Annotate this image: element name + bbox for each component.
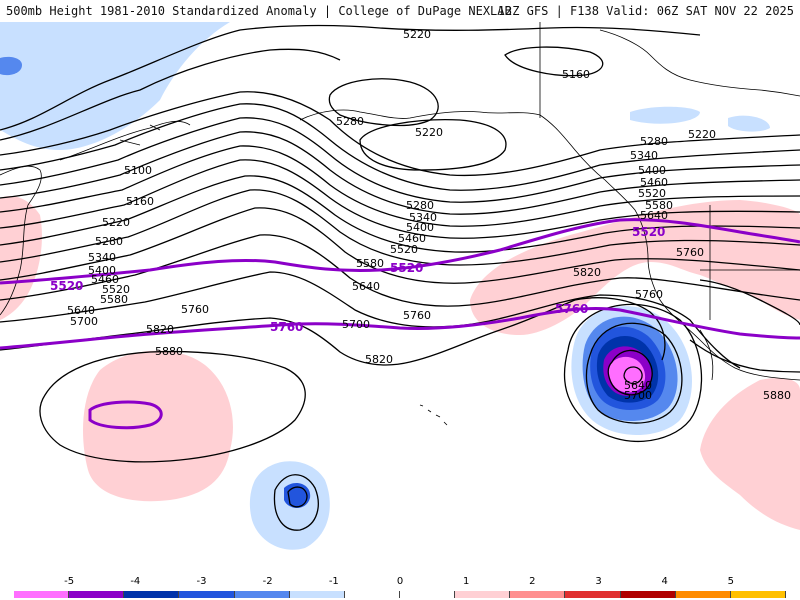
colorbar-segment [620, 591, 676, 598]
climo-label: 5760 [270, 320, 303, 334]
contour-label: 5700 [70, 315, 98, 328]
contour-label: 5880 [763, 389, 791, 402]
contour-label: 5220 [403, 28, 431, 41]
contour-label: 5220 [688, 128, 716, 141]
colorbar-segment [565, 591, 621, 598]
model-run-info: 12Z GFS | F138 Valid: 06Z SAT NOV 22 202… [497, 4, 794, 18]
contour-label: 5280 [336, 115, 364, 128]
contour-label: 5640 [624, 379, 652, 392]
positive-anomaly-region [470, 200, 800, 335]
contour-label: 5280 [640, 135, 668, 148]
colorbar-tick-label: -4 [130, 576, 141, 587]
anomaly-map: 5220 5160 5280 5220 5100 5160 5220 5280 … [0, 22, 800, 576]
contour-label: 5820 [573, 266, 601, 279]
climo-label: 5520 [390, 261, 423, 275]
colorbar-tick-label: 1 [462, 576, 470, 587]
contour-label: 5340 [88, 251, 116, 264]
map-title: 500mb Height 1981-2010 Standardized Anom… [6, 4, 512, 18]
contour-label: 5340 [409, 211, 437, 224]
contour-label: 5760 [403, 309, 431, 322]
contour-label: 5280 [406, 199, 434, 212]
colorbar-segment [344, 591, 400, 598]
contour-label: 5160 [126, 195, 154, 208]
positive-anomaly-region [700, 378, 800, 530]
colorbar-tick-label: -3 [196, 576, 207, 587]
colorbar-segment [400, 591, 456, 598]
contour-label: 5700 [624, 389, 652, 402]
colorbar-segment [675, 591, 731, 598]
colorbar-segment [455, 591, 511, 598]
contour-label: 5520 [638, 187, 666, 200]
contour-label: 5640 [352, 280, 380, 293]
contour-label: 5580 [356, 257, 384, 270]
map-header: 500mb Height 1981-2010 Standardized Anom… [0, 0, 800, 22]
contour-label: 5520 [102, 283, 130, 296]
climo-label: 5760 [555, 302, 588, 316]
contour-label: 5160 [562, 68, 590, 81]
map-canvas: 5220 5160 5280 5220 5100 5160 5220 5280 … [0, 22, 800, 550]
colorbar-tick-label: -1 [328, 576, 339, 587]
contour-label: 5640 [67, 304, 95, 317]
climatology-contours [0, 218, 800, 350]
colorbar-segment [289, 591, 345, 598]
positive-anomaly-region [83, 350, 233, 502]
contour-label: 5700 [342, 318, 370, 331]
contour-label: 5400 [638, 164, 666, 177]
contour-label: 5820 [365, 353, 393, 366]
positive-anomaly-region [0, 195, 42, 320]
colorbar-tick-label: 4 [661, 576, 668, 587]
contour-label: 5220 [102, 216, 130, 229]
contour-label: 5820 [146, 323, 174, 336]
contour-label: 5640 [640, 209, 668, 222]
contour-label: 5100 [124, 164, 152, 177]
contour-label: 5460 [398, 232, 426, 245]
contour-label: 5520 [390, 243, 418, 256]
contour-label: 5340 [630, 149, 658, 162]
contour-label: 5400 [88, 264, 116, 277]
contour-label: 5760 [676, 246, 704, 259]
colorbar-segment [124, 591, 180, 598]
anomaly-shading [0, 22, 800, 550]
contour-label: 5280 [95, 235, 123, 248]
colorbar-segment [510, 591, 566, 598]
colorbar-tick-label: 2 [529, 576, 536, 587]
colorbar-tick-label: 3 [595, 576, 602, 587]
deep-low-anomaly [571, 306, 692, 435]
contour-label: 5760 [635, 288, 663, 301]
contour-label: 5460 [91, 273, 119, 286]
contour-label: 5460 [640, 176, 668, 189]
contour-label: 5400 [406, 221, 434, 234]
contour-label: 5880 [155, 345, 183, 358]
colorbar-tick-label: -2 [262, 576, 273, 587]
colorbar-tick-label: 5 [727, 576, 735, 587]
height-contours [0, 24, 800, 531]
colorbar-tick-label: 0 [396, 576, 404, 587]
colorbar-segment [234, 591, 290, 598]
height-contour-labels: 5220 5160 5280 5220 5100 5160 5220 5280 … [67, 28, 791, 402]
contour-label: 5220 [415, 126, 443, 139]
climo-label: 5520 [632, 225, 665, 239]
colorbar-segment [179, 591, 235, 598]
climo-label: 5520 [50, 279, 83, 293]
colorbar-tick-label: -5 [64, 576, 75, 587]
colorbar-segment [730, 591, 786, 598]
climatology-labels: 5520 5520 5520 5760 5760 [50, 225, 665, 334]
colorbar-segment [69, 591, 125, 598]
contour-label: 5580 [645, 199, 673, 212]
colorbar-segment [14, 591, 70, 598]
anomaly-colorbar: -5 -4 -3 -2 -1 0 1 2 3 4 5 [0, 576, 800, 600]
contour-label: 5580 [100, 293, 128, 306]
contour-label: 5760 [181, 303, 209, 316]
negative-anomaly-core [0, 56, 22, 76]
